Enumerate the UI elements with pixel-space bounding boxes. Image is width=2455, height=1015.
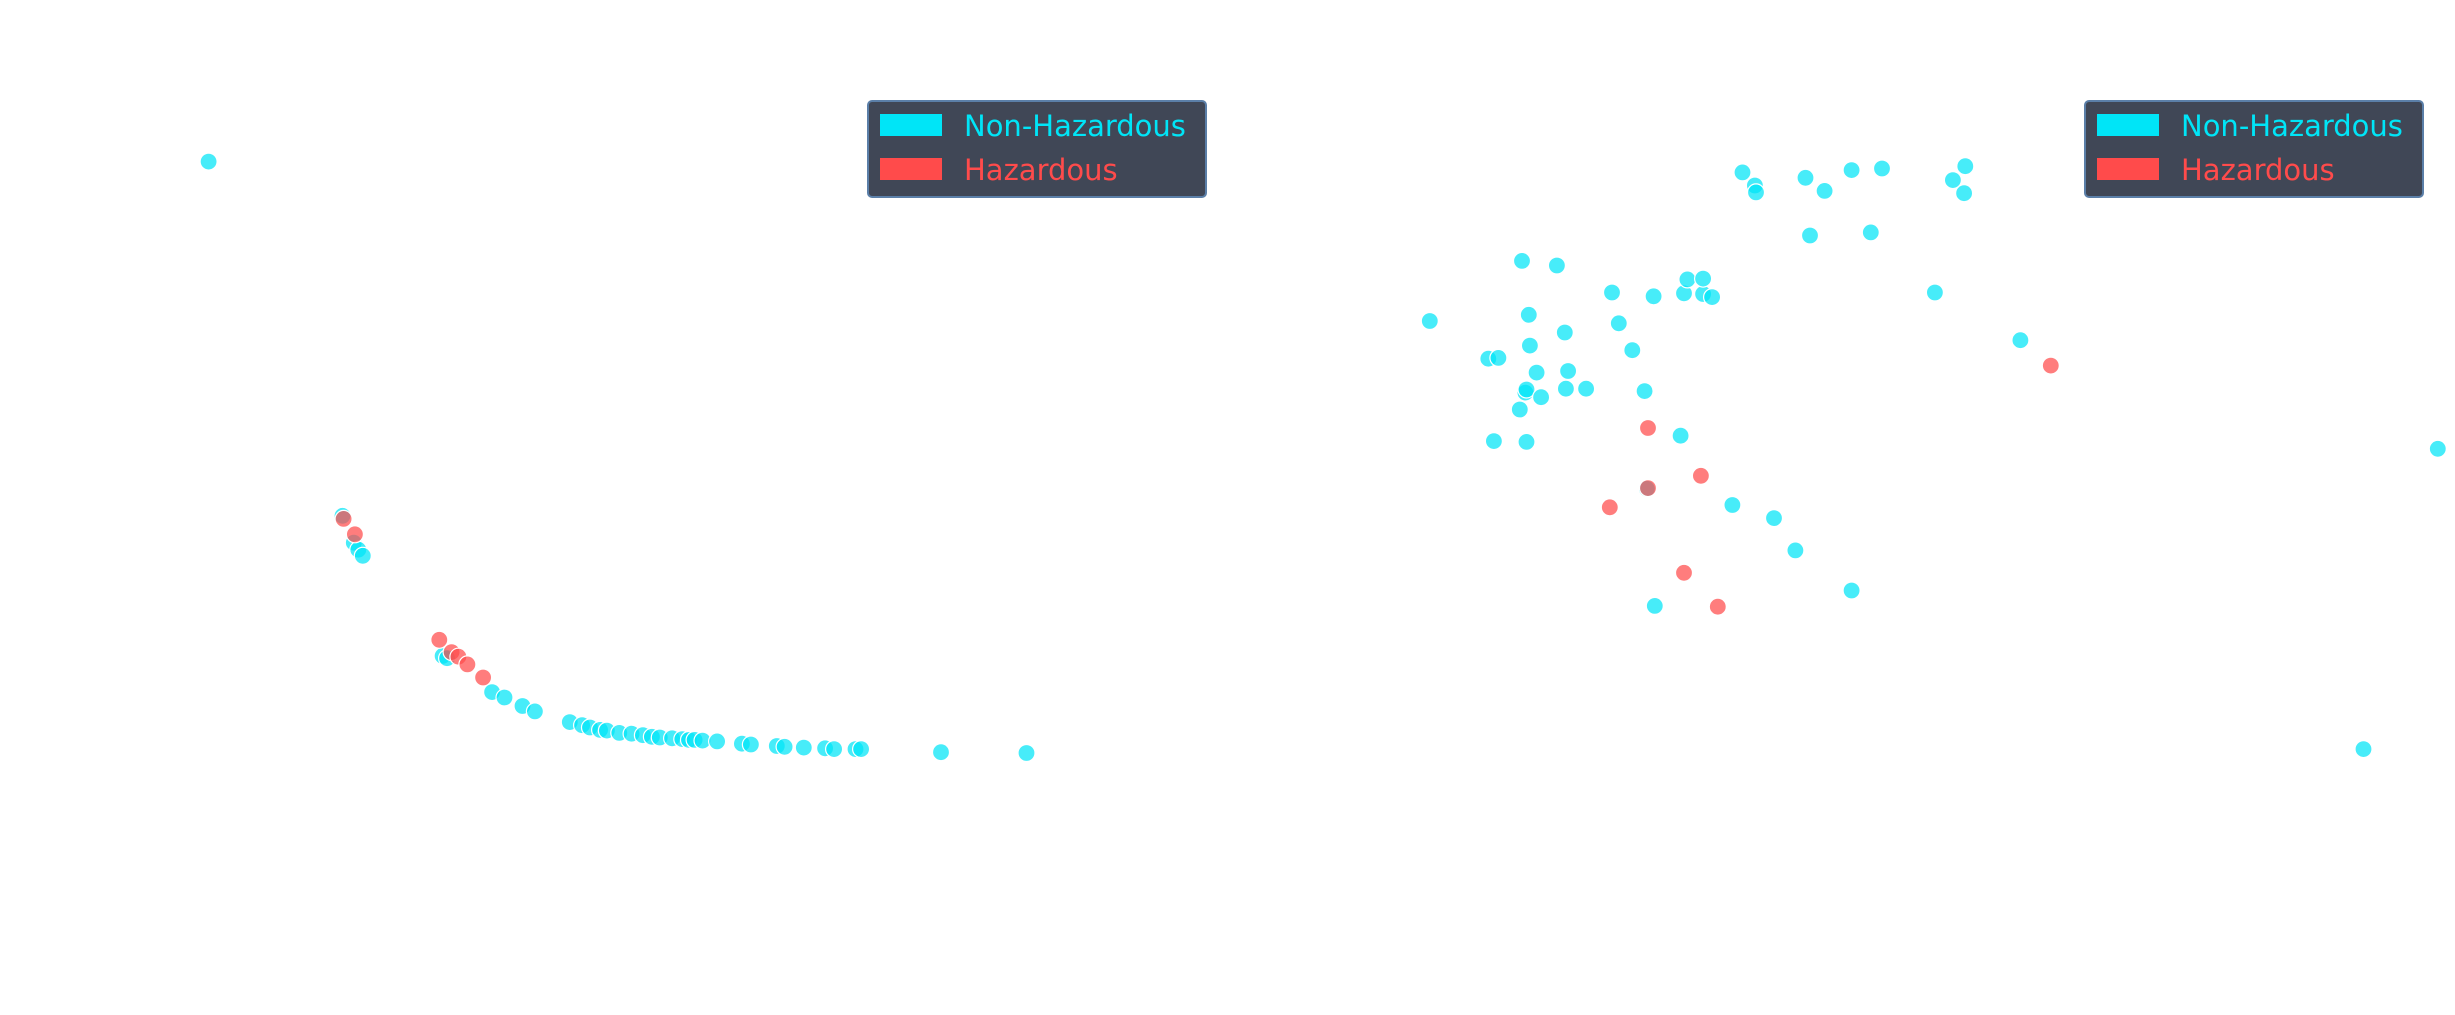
scatter-point-non-hazardous [1519, 305, 1538, 324]
scatter-point-non-hazardous [1764, 508, 1784, 528]
scatter-point-non-hazardous [931, 743, 951, 762]
scatter-point-non-hazardous [1842, 161, 1861, 180]
right-scatter-panel [1420, 157, 2447, 759]
scatter-point-hazardous [1674, 563, 1694, 582]
scatter-point-non-hazardous [1484, 432, 1504, 451]
scatter-point-non-hazardous [1943, 171, 1963, 190]
scatter-point-hazardous [458, 655, 477, 674]
scatter-point-non-hazardous [1786, 541, 1805, 560]
scatter-point-non-hazardous [1872, 159, 1892, 178]
scatter-point-non-hazardous [1609, 314, 1628, 333]
scatter-point-hazardous [1638, 418, 1658, 438]
legend-left: Non-Hazardous Hazardous [867, 100, 1207, 198]
legend-swatch-hazardous [880, 158, 942, 180]
scatter-point-non-hazardous [1954, 184, 1974, 203]
legend-swatch-non-hazardous [2097, 114, 2159, 136]
scatter-point-non-hazardous [1517, 432, 1536, 451]
legend-box [867, 100, 1207, 198]
legend-right: Non-Hazardous Hazardous [2084, 100, 2424, 198]
scatter-point-hazardous [430, 630, 449, 649]
scatter-point-non-hazardous [1702, 288, 1722, 307]
scatter-point-hazardous [334, 509, 353, 529]
scatter-point-non-hazardous [741, 735, 761, 754]
scatter-point-non-hazardous [1517, 380, 1536, 399]
scatter-point-non-hazardous [1635, 382, 1654, 401]
scatter-point-hazardous [2041, 356, 2060, 375]
scatter-point-non-hazardous [1800, 226, 1820, 245]
scatter-point-non-hazardous [1623, 341, 1642, 360]
legend-label-hazardous: Hazardous [2181, 153, 2335, 187]
scatter-point-non-hazardous [1489, 348, 1508, 367]
scatter-point-non-hazardous [1671, 426, 1690, 445]
scatter-point-non-hazardous [1746, 183, 1766, 202]
legend-label-non-hazardous: Non-Hazardous [2181, 109, 2403, 143]
scatter-point-non-hazardous [1602, 283, 1622, 302]
scatter-point-non-hazardous [199, 152, 218, 171]
scatter-point-non-hazardous [1512, 251, 1532, 270]
scatter-point-non-hazardous [1925, 283, 1945, 302]
legend-label-non-hazardous: Non-Hazardous [964, 109, 1186, 143]
scatter-point-non-hazardous [1017, 743, 1036, 763]
scatter-point-non-hazardous [1861, 223, 1880, 242]
scatter-point-non-hazardous [1842, 581, 1861, 600]
scatter-point-non-hazardous [1644, 287, 1663, 306]
legend-swatch-hazardous [2097, 158, 2159, 180]
scatter-point-non-hazardous [1645, 596, 1664, 616]
scatter-point-non-hazardous [794, 738, 813, 757]
scatter-point-hazardous [1600, 498, 1619, 517]
legend-label-hazardous: Hazardous [964, 153, 1118, 187]
scatter-point-hazardous [1691, 466, 1711, 485]
scatter-point-non-hazardous [525, 702, 545, 721]
scatter-point-non-hazardous [1558, 361, 1578, 381]
scatter-point-non-hazardous [851, 739, 871, 759]
scatter-point-non-hazardous [775, 737, 794, 756]
scatter-point-non-hazardous [1520, 336, 1540, 355]
scatter-point-non-hazardous [1556, 379, 1576, 398]
scatter-point-non-hazardous [1733, 163, 1752, 182]
scatter-point-non-hazardous [1796, 168, 1815, 187]
scatter-point-hazardous [1638, 479, 1658, 498]
scatter-point-non-hazardous [1527, 363, 1546, 382]
scatter-point-non-hazardous [1956, 157, 1975, 176]
scatter-point-non-hazardous [495, 688, 514, 707]
scatter-point-non-hazardous [1576, 379, 1596, 398]
scatter-point-non-hazardous [2354, 739, 2373, 759]
scatter-point-non-hazardous [1531, 388, 1551, 407]
scatter-point-non-hazardous [707, 732, 727, 751]
legend-swatch-non-hazardous [880, 114, 942, 136]
scatter-point-non-hazardous [1547, 256, 1567, 275]
scatter-point-hazardous [474, 668, 493, 687]
scatter-point-non-hazardous [1555, 323, 1574, 342]
scatter-point-non-hazardous [1510, 400, 1529, 419]
scatter-point-non-hazardous [1678, 270, 1697, 289]
left-scatter-panel [199, 152, 1036, 763]
scatter-point-non-hazardous [2428, 439, 2447, 458]
scatter-point-non-hazardous [2011, 331, 2030, 350]
scatter-point-non-hazardous [353, 546, 372, 565]
scatter-point-non-hazardous [1815, 181, 1834, 200]
scatter-point-non-hazardous [1723, 495, 1742, 515]
legend-box [2084, 100, 2424, 198]
scatter-point-non-hazardous [1693, 269, 1713, 288]
scatter-point-hazardous [345, 525, 364, 544]
scatter-point-hazardous [1708, 597, 1727, 616]
scatter-point-non-hazardous [824, 739, 844, 759]
scatter-point-non-hazardous [1420, 311, 1439, 331]
